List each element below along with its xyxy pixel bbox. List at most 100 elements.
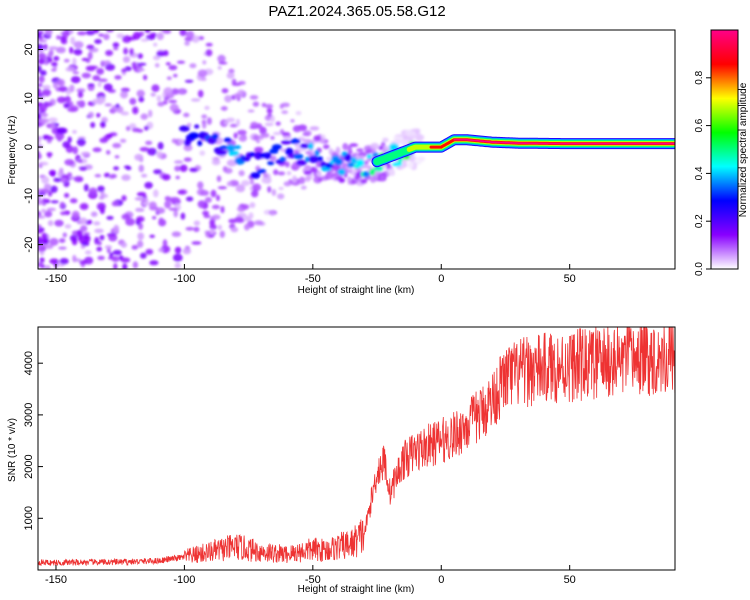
amplitude-cell <box>112 42 120 48</box>
amplitude-cell <box>104 245 113 249</box>
amplitude-cell <box>267 161 275 166</box>
amplitude-cell <box>90 211 98 217</box>
amplitude-cell <box>41 208 47 214</box>
amplitude-cell <box>226 72 235 79</box>
snr-frame <box>37 326 676 571</box>
amplitude-cell <box>144 125 149 131</box>
amplitude-cell <box>179 164 188 172</box>
amplitude-cell <box>211 214 221 220</box>
amplitude-cell <box>49 258 59 265</box>
amplitude-cell <box>38 192 46 196</box>
amplitude-cell <box>98 96 106 104</box>
amplitude-cell <box>81 241 90 247</box>
amplitude-cell <box>38 113 42 120</box>
amplitude-cell <box>185 30 195 39</box>
amplitude-cell <box>88 111 94 118</box>
amplitude-cell <box>69 46 74 54</box>
amplitude-cell <box>96 68 105 75</box>
amplitude-cell <box>231 82 242 86</box>
amplitude-cell <box>38 58 45 65</box>
amplitude-cell <box>87 219 93 225</box>
amplitude-cell <box>157 142 164 150</box>
amplitude-cell <box>64 193 70 198</box>
amplitude-cell <box>40 188 50 194</box>
amplitude-cell <box>99 137 108 143</box>
amplitude-cell <box>280 132 291 136</box>
amplitude-cell <box>51 68 57 72</box>
amplitude-cell <box>216 194 220 202</box>
amplitude-cell <box>206 117 212 125</box>
amplitude-cell <box>105 133 113 138</box>
amplitude-cell <box>38 108 41 113</box>
y-tick-label: -10 <box>23 188 35 204</box>
amplitude-cell <box>172 23 182 29</box>
amplitude-cell <box>217 224 222 230</box>
amplitude-cell <box>309 126 320 131</box>
amplitude-cell <box>270 115 276 123</box>
amplitude-cell <box>248 152 256 157</box>
amplitude-cell <box>158 217 164 224</box>
amplitude-cell <box>238 170 245 177</box>
amplitude-cell <box>120 111 130 116</box>
amplitude-cell <box>402 161 407 168</box>
amplitude-cell <box>290 119 295 123</box>
amplitude-cell <box>140 113 148 120</box>
amplitude-cell <box>293 153 304 160</box>
y-tick-label: 3000 <box>23 403 35 427</box>
amplitude-cell <box>38 135 43 141</box>
amplitude-cell <box>55 132 65 141</box>
amplitude-cell <box>103 33 110 40</box>
amplitude-cell <box>335 146 341 155</box>
amplitude-cell <box>84 234 91 243</box>
amplitude-cell <box>242 134 247 139</box>
amplitude-cell <box>64 224 72 229</box>
snr-y-axis-label: SNR (10 * v/v) <box>7 418 18 482</box>
amplitude-cell <box>305 156 311 163</box>
amplitude-cell <box>38 65 42 73</box>
amplitude-cell <box>168 99 177 104</box>
amplitude-cell <box>171 88 180 95</box>
amplitude-cell <box>132 31 142 40</box>
amplitude-cell <box>50 185 58 193</box>
amplitude-cell <box>308 155 319 164</box>
amplitude-cell <box>415 134 424 142</box>
amplitude-cell <box>45 30 53 36</box>
amplitude-cell <box>177 189 186 195</box>
amplitude-cell <box>72 71 80 75</box>
amplitude-cell <box>182 247 191 255</box>
amplitude-cell <box>121 174 131 181</box>
amplitude-cell <box>42 237 50 245</box>
amplitude-cell <box>100 121 106 128</box>
amplitude-cell <box>164 196 171 201</box>
snr-x-axis: -150 -100 -50 0 50 <box>45 565 576 586</box>
amplitude-cell <box>47 136 54 140</box>
amplitude-cell <box>157 101 165 107</box>
amplitude-cell <box>223 137 232 143</box>
amplitude-cell <box>369 175 377 183</box>
amplitude-cell <box>388 168 394 176</box>
amplitude-cell <box>112 142 122 149</box>
amplitude-cell <box>406 161 415 169</box>
amplitude-cell <box>156 51 165 57</box>
amplitude-cell <box>271 144 282 151</box>
amplitude-cell <box>48 117 58 123</box>
colorbar-tick-label: 0.6 <box>694 118 705 132</box>
amplitude-cell <box>418 156 425 163</box>
amplitude-cell <box>125 166 132 171</box>
amplitude-cell <box>50 122 56 129</box>
amplitude-cell <box>84 250 92 255</box>
x-tick-label: -100 <box>173 273 195 285</box>
amplitude-cell <box>261 177 269 184</box>
amplitude-cell <box>138 96 145 103</box>
amplitude-cell <box>60 211 67 216</box>
amplitude-cell <box>102 60 109 66</box>
amplitude-cell <box>61 174 70 178</box>
amplitude-cell <box>174 262 181 269</box>
amplitude-cell <box>98 33 105 37</box>
amplitude-cell <box>153 169 163 175</box>
amplitude-cell <box>211 133 219 140</box>
amplitude-cell <box>153 189 159 198</box>
amplitude-cell <box>210 189 217 198</box>
amplitude-cell <box>202 190 209 196</box>
